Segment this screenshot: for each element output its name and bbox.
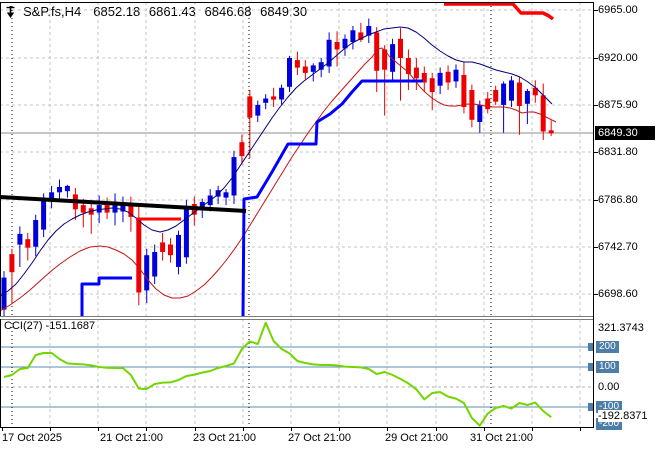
cci-axis-label: 0.00 (598, 381, 620, 393)
time-axis-tick (146, 427, 147, 431)
cci-level-chip: 200 (596, 341, 619, 353)
price-axis-tick (594, 247, 598, 248)
cci-level-chip: 100 (596, 361, 619, 373)
price-axis-tick-label: 6698.60 (598, 288, 638, 300)
chart-cursor-icon (6, 5, 15, 18)
chart-title-bar: S&P.fs,H4 6852.18 6861.43 6846.68 6849.3… (4, 3, 307, 19)
time-axis-tick (50, 427, 51, 431)
time-axis-tick (339, 427, 340, 431)
price-axis-tick-label: 6786.80 (598, 194, 638, 206)
time-axis-label: 21 Oct 21:00 (100, 432, 163, 444)
price-axis-tick-label: 6920.00 (598, 52, 638, 64)
cci-indicator-label: CCI(27) -151.1687 (4, 320, 96, 332)
time-axis-tick (532, 427, 533, 431)
time-axis-tick (291, 427, 292, 431)
time-axis-label: 27 Oct 21:00 (288, 432, 351, 444)
symbol-period-label: S&P.fs,H4 (23, 3, 82, 19)
time-axis-label: 29 Oct 21:00 (385, 432, 448, 444)
cci-axis-label: 321.3743 (598, 322, 644, 334)
price-axis-tick-label: 6875.90 (598, 99, 638, 111)
time-axis-label: 31 Oct 21:00 (470, 432, 533, 444)
time-axis-tick (484, 427, 485, 431)
price-axis-tick-label: 6831.80 (598, 146, 638, 158)
price-axis-tick (594, 152, 598, 153)
price-axis-tick (594, 200, 598, 201)
time-axis-tick (98, 427, 99, 431)
title-ohlc-values: 6852.18 6861.43 6846.68 6849.30 (93, 3, 308, 19)
cci-axis-label: -192.8371 (598, 410, 650, 422)
time-axis-tick (436, 427, 437, 431)
time-axis-line (0, 427, 594, 428)
time-axis-label: 17 Oct 2025 (2, 432, 62, 444)
time-axis-tick (2, 427, 3, 431)
price-axis-tick (594, 58, 598, 59)
price-axis-tick (594, 294, 598, 295)
price-axis-line (593, 2, 594, 427)
time-axis-tick (243, 427, 244, 431)
price-axis-tick (594, 105, 598, 106)
cci-indicator-chart[interactable] (0, 319, 594, 427)
price-axis-tick (594, 10, 598, 11)
time-axis-label: 23 Oct 21:00 (193, 432, 256, 444)
time-axis-tick (195, 427, 196, 431)
time-axis-tick (387, 427, 388, 431)
price-axis-tick-label: 6742.70 (598, 241, 638, 253)
price-axis-tick-label: 6965.00 (598, 4, 638, 16)
current-price-label: 6849.30 (595, 126, 655, 140)
time-axis-tick (580, 427, 581, 431)
main-price-chart[interactable] (0, 2, 594, 317)
